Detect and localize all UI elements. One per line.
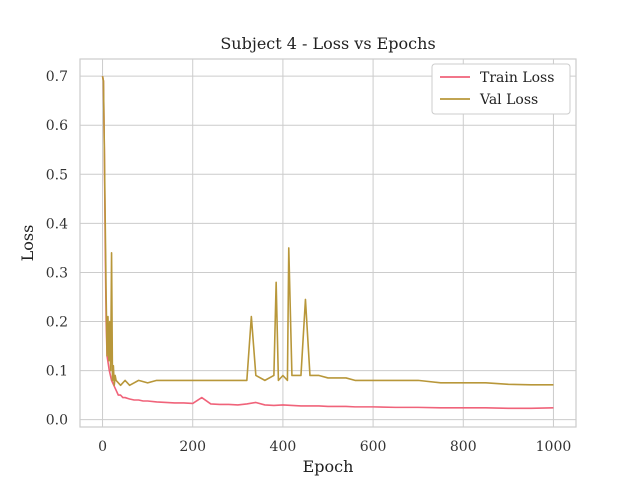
y-axis-label: Loss [18, 225, 37, 262]
plot-frame [79, 58, 577, 428]
grid-lines [80, 59, 576, 427]
x-tick-label: 800 [450, 439, 477, 455]
chart-title: Subject 4 - Loss vs Epochs [220, 34, 435, 53]
y-tick-label: 0.0 [46, 413, 68, 429]
y-tick-label: 0.4 [46, 216, 68, 232]
axis-ticks: 0 200 400 600 800 1000 0.0 0.1 0.2 0.3 0.4 0.5 0.6 0.… [46, 69, 572, 455]
legend: Train Loss Val Loss [431, 63, 571, 115]
series-line-val-loss [101, 76, 554, 387]
x-tick-label: 0 [98, 439, 107, 455]
legend-label-train-loss: Train Loss [480, 70, 554, 86]
series-line-train-loss [101, 76, 554, 410]
y-tick-label: 0.2 [46, 315, 68, 331]
legend-label-val-loss: Val Loss [479, 92, 538, 108]
y-tick-label: 0.3 [46, 265, 68, 281]
x-tick-label: 400 [270, 439, 297, 455]
x-axis-label: Epoch [303, 457, 354, 476]
y-tick-label: 0.6 [46, 118, 68, 134]
x-tick-label: 1000 [536, 439, 572, 455]
series-layer [101, 76, 554, 410]
x-tick-label: 200 [179, 439, 206, 455]
y-tick-label: 0.1 [46, 364, 68, 380]
y-tick-label: 0.7 [46, 69, 68, 85]
y-tick-label: 0.5 [46, 167, 68, 183]
x-tick-label: 600 [360, 439, 387, 455]
